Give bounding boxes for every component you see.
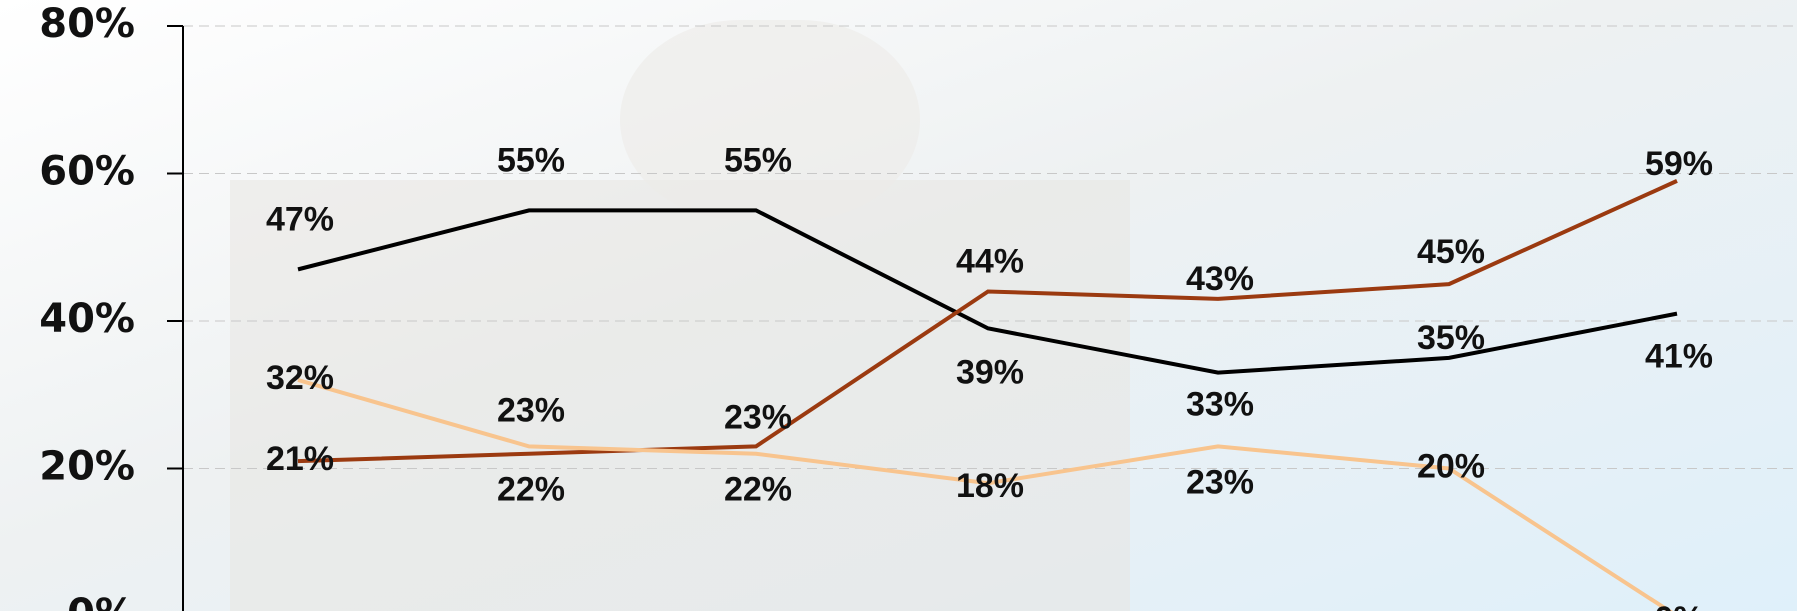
line (297, 378, 1673, 611)
value-label: 45% (1417, 233, 1485, 271)
y-tick-label: 20% (39, 444, 135, 490)
value-label: 22% (724, 471, 792, 509)
value-label: 21% (266, 440, 334, 478)
value-label: 23% (1186, 463, 1254, 501)
y-tick-label: 60% (39, 149, 135, 195)
value-label: 22% (497, 471, 565, 509)
value-label: 39% (956, 353, 1024, 391)
value-label: 59% (1645, 145, 1713, 183)
value-label: 47% (266, 200, 334, 238)
value-label: 41% (1645, 338, 1713, 376)
line (297, 179, 1678, 464)
value-label: 44% (956, 242, 1024, 280)
y-tick-label: 0% (67, 591, 135, 611)
value-label: 23% (497, 391, 565, 429)
value-label: 43% (1186, 260, 1254, 298)
value-label: 55% (724, 141, 792, 179)
y-tick-label: 80% (39, 1, 135, 47)
value-label: 0% (1654, 600, 1703, 611)
value-label: 55% (497, 141, 565, 179)
value-label: 33% (1186, 386, 1254, 424)
value-label: 32% (266, 359, 334, 397)
backdrop-dome (620, 20, 920, 220)
value-label: 18% (956, 467, 1024, 505)
backdrop-building (230, 180, 1130, 611)
value-label: 20% (1417, 447, 1485, 485)
value-label: 35% (1417, 319, 1485, 357)
line (297, 208, 1678, 375)
value-label: 23% (724, 398, 792, 436)
y-tick-label: 40% (39, 296, 135, 342)
